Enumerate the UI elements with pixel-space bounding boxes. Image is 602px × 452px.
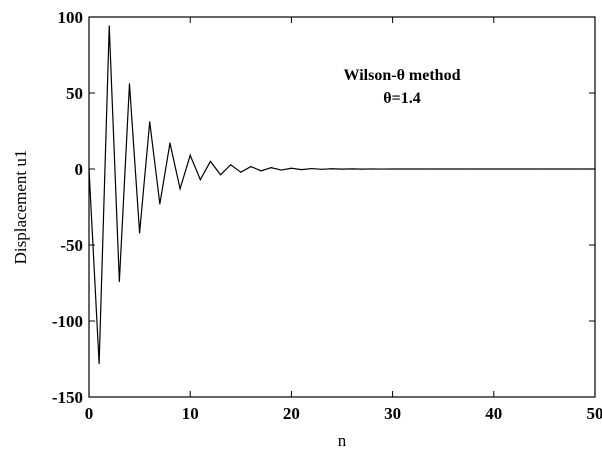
data-point: [260, 170, 262, 172]
data-point: [179, 188, 181, 190]
data-point: [432, 168, 434, 170]
data-point: [472, 168, 475, 170]
data-point: [442, 168, 444, 170]
x-tick-label: 40: [485, 404, 502, 423]
data-point: [280, 169, 282, 171]
data-point: [543, 168, 546, 170]
data-point: [351, 168, 353, 170]
data-point: [331, 168, 333, 170]
x-axis-label: n: [338, 431, 347, 450]
data-point: [250, 165, 252, 168]
data-point: [523, 168, 525, 170]
data-point: [462, 168, 465, 170]
y-tick-label: -100: [52, 312, 83, 331]
data-point: [199, 179, 201, 181]
data-point: [189, 154, 191, 156]
series-line: [88, 26, 595, 364]
data-point: [219, 174, 222, 176]
y-axis-label: Displacement u1: [11, 150, 30, 265]
data-point: [290, 167, 292, 169]
data-point: [452, 168, 454, 170]
data-point: [493, 168, 495, 170]
data-point: [564, 168, 566, 170]
y-tick-label: -50: [60, 236, 83, 255]
data-point: [381, 168, 384, 170]
y-tick-label: 0: [75, 160, 84, 179]
x-tick-label: 0: [85, 404, 94, 423]
data-points: [88, 25, 596, 365]
tick-marks: [88, 16, 596, 398]
data-point: [513, 168, 515, 170]
x-tick-label: 10: [182, 404, 199, 423]
data-point: [209, 160, 212, 162]
data-point: [230, 164, 232, 166]
data-point: [300, 169, 303, 171]
data-point: [553, 168, 556, 170]
data-point: [149, 121, 151, 123]
data-point: [139, 232, 141, 234]
annotation-method: Wilson-θ method: [344, 67, 461, 84]
data-point: [321, 168, 323, 170]
data-point: [422, 168, 424, 170]
y-tick-labels: 100 50 0 -50 -100 -150: [52, 8, 83, 407]
data-point: [169, 142, 171, 144]
data-point: [392, 168, 394, 170]
data-point: [412, 168, 414, 170]
data-point: [483, 168, 485, 170]
data-point: [533, 168, 535, 170]
plot-frame: [88, 16, 596, 398]
data-point: [270, 167, 272, 169]
x-tick-labels: 0 10 20 30 40 50: [85, 404, 602, 423]
x-tick-label: 50: [587, 404, 602, 423]
data-point: [108, 25, 110, 27]
data-point: [402, 168, 404, 170]
data-point: [361, 168, 363, 170]
y-tick-label: -150: [52, 388, 83, 407]
data-point: [584, 168, 586, 170]
data-point: [88, 168, 90, 170]
data-point: [503, 168, 505, 170]
data-point: [240, 171, 242, 173]
annotation-theta: θ=1.4: [383, 90, 420, 107]
data-point: [159, 203, 161, 205]
data-point: [98, 362, 100, 365]
y-tick-label: 50: [66, 84, 83, 103]
data-point: [118, 280, 120, 283]
data-point: [341, 168, 343, 170]
data-point: [128, 83, 131, 85]
data-point: [574, 168, 576, 170]
x-tick-label: 20: [283, 404, 300, 423]
data-point: [371, 168, 373, 170]
data-point: [311, 167, 313, 170]
data-point: [594, 168, 596, 170]
x-tick-label: 30: [384, 404, 401, 423]
y-tick-label: 100: [58, 8, 84, 27]
